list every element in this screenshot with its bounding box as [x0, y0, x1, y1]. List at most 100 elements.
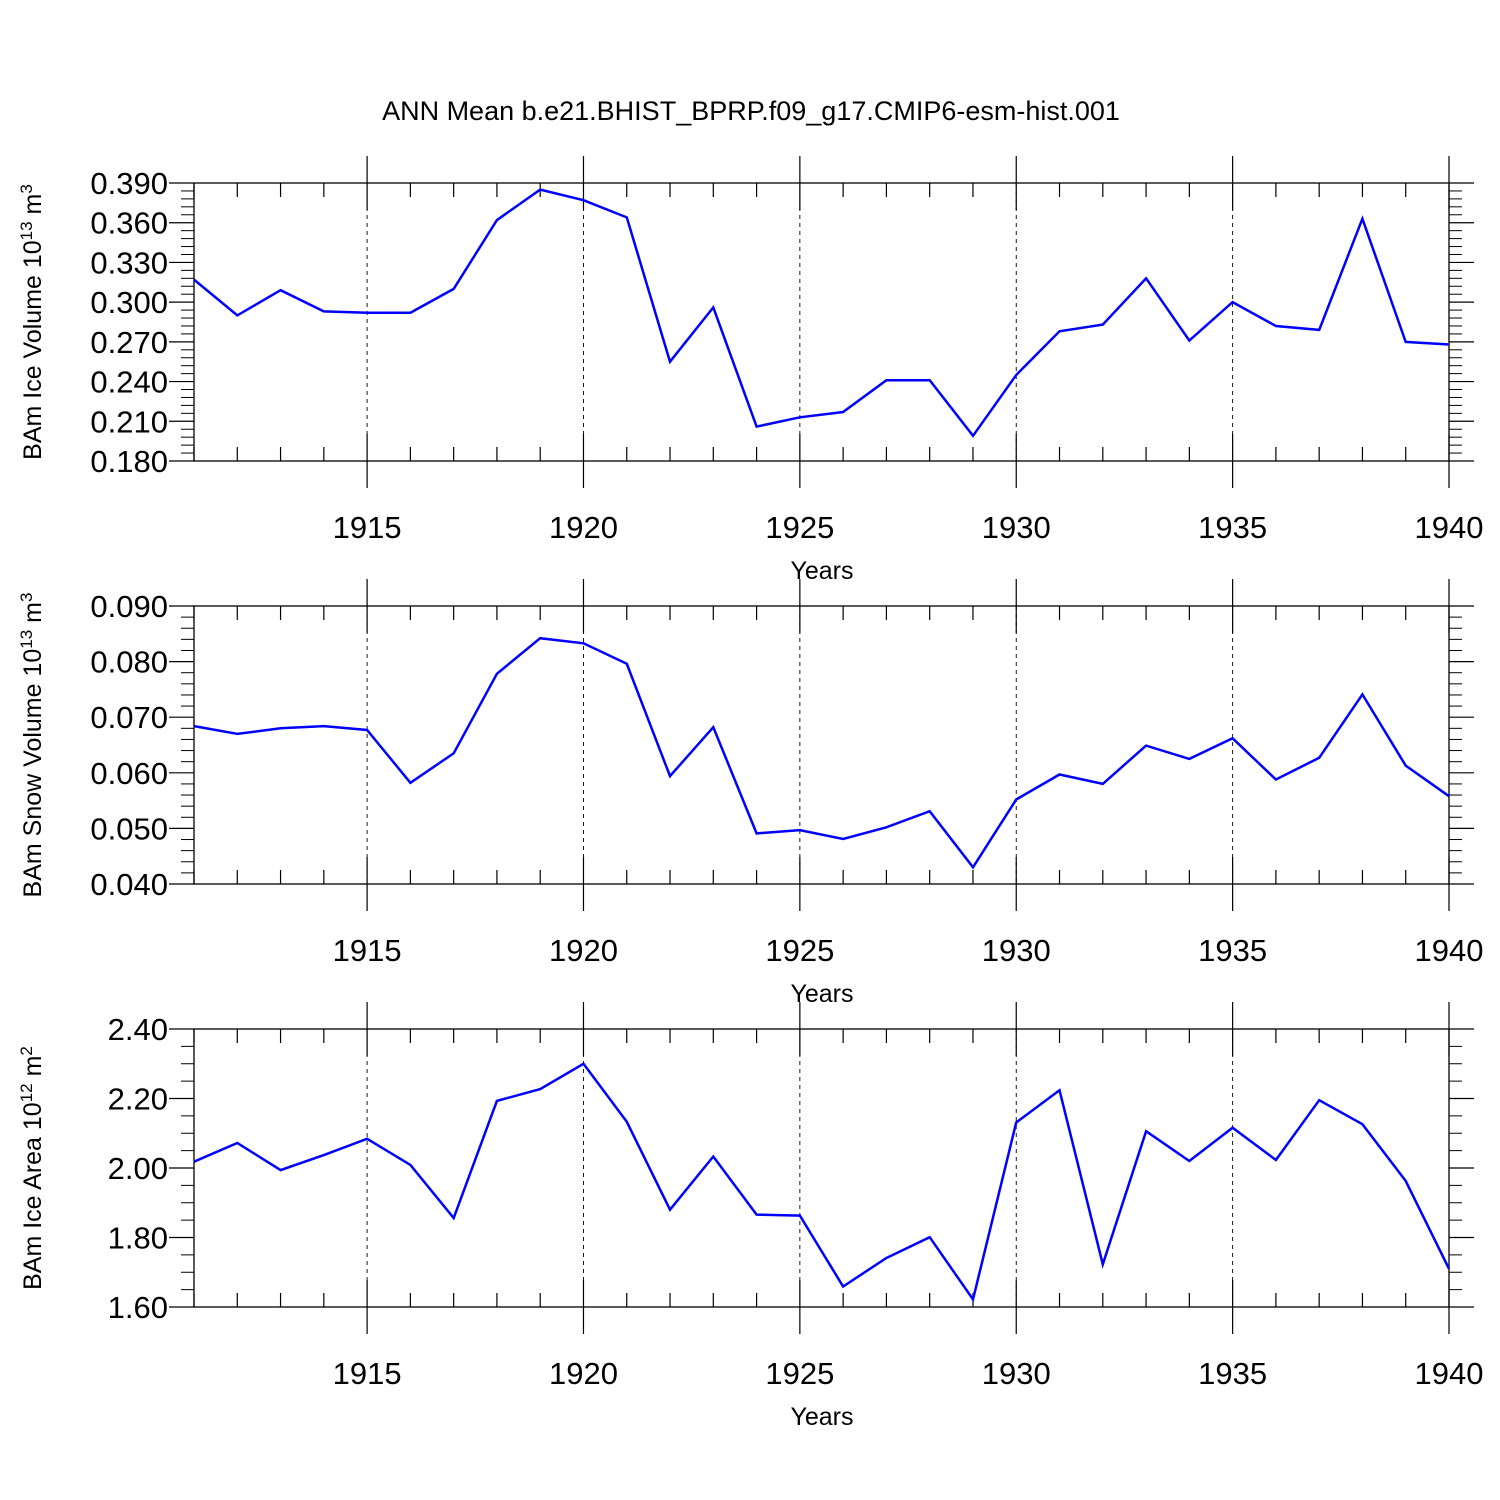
data-point — [885, 1257, 887, 1259]
data-line — [193, 188, 1450, 438]
data-point — [1188, 758, 1190, 760]
data-point — [1188, 1160, 1190, 1162]
data-point — [453, 288, 455, 290]
plot-frame — [193, 1028, 1450, 1308]
x-axis-label: Years — [790, 557, 853, 585]
data-point — [972, 1298, 974, 1300]
x-tick-label: 1930 — [982, 1356, 1051, 1391]
data-point — [1405, 765, 1407, 767]
data-point — [1059, 773, 1061, 775]
data-point — [929, 379, 931, 381]
data-point — [1405, 341, 1407, 343]
plot-frame — [193, 605, 1450, 885]
data-point — [1361, 1123, 1363, 1125]
data-point — [1275, 325, 1277, 327]
data-point — [1102, 1263, 1104, 1265]
data-point — [453, 752, 455, 754]
data-point — [1405, 1180, 1407, 1182]
data-point — [582, 642, 584, 644]
data-point — [1145, 1130, 1147, 1132]
x-tick-label: 1930 — [982, 510, 1051, 545]
data-point — [1318, 1099, 1320, 1101]
data-point — [1102, 783, 1104, 785]
x-tick-label: 1915 — [333, 1356, 402, 1391]
x-tick-label: 1925 — [765, 510, 834, 545]
data-point — [756, 832, 758, 834]
data-point — [929, 810, 931, 812]
data-point — [842, 838, 844, 840]
x-tick-label: 1940 — [1415, 933, 1484, 968]
data-point — [1188, 340, 1190, 342]
data-point — [1059, 330, 1061, 332]
data-point — [236, 733, 238, 735]
data-point — [539, 189, 541, 191]
data-point — [366, 729, 368, 731]
data-point — [409, 1164, 411, 1166]
data-point — [1232, 1127, 1234, 1129]
x-tick-label: 1915 — [333, 933, 402, 968]
data-point — [712, 726, 714, 728]
data-point — [929, 1236, 931, 1238]
data-point — [1232, 301, 1234, 303]
y-tick-label: 0.360 — [90, 206, 168, 241]
data-point — [1015, 374, 1017, 376]
data-point — [193, 725, 195, 727]
y-tick-label: 0.180 — [90, 444, 168, 479]
y-axis-label: BAm Ice Volume 1013 m3 — [17, 184, 48, 460]
data-point — [885, 826, 887, 828]
data-point — [799, 416, 801, 418]
x-tick-label: 1940 — [1415, 510, 1484, 545]
data-point — [669, 361, 671, 363]
x-tick-label: 1940 — [1415, 1356, 1484, 1391]
data-point — [323, 1154, 325, 1156]
y-tick-label: 0.060 — [90, 756, 168, 791]
data-point — [280, 1169, 282, 1171]
y-tick-label: 0.300 — [90, 285, 168, 320]
panel-ice-area: 1.60 1.80 2.00 2.20 2.40 1915 1920 1925 1930 1935… — [17, 1002, 1484, 1431]
data-point — [885, 379, 887, 381]
y-tick-label: 0.330 — [90, 245, 168, 280]
data-point — [323, 725, 325, 727]
data-point — [323, 310, 325, 312]
data-point — [842, 1285, 844, 1287]
data-line — [193, 1062, 1451, 1303]
data-point — [280, 289, 282, 291]
data-point — [712, 1156, 714, 1158]
data-point — [756, 426, 758, 428]
data-point — [1448, 344, 1450, 346]
data-point — [1448, 1268, 1450, 1270]
y-tick-label: 2.20 — [108, 1082, 168, 1117]
x-tick-label: 1920 — [549, 933, 618, 968]
y-tick-label: 0.090 — [90, 589, 168, 624]
data-point — [1361, 693, 1363, 695]
data-point — [280, 727, 282, 729]
y-tick-label: 2.00 — [108, 1151, 168, 1186]
data-point — [409, 312, 411, 314]
data-point — [1145, 277, 1147, 279]
data-point — [626, 663, 628, 665]
data-point — [236, 314, 238, 316]
data-point — [1318, 757, 1320, 759]
data-point — [756, 1214, 758, 1216]
x-tick-label: 1925 — [765, 1356, 834, 1391]
x-tick-label: 1920 — [549, 510, 618, 545]
data-point — [193, 279, 195, 281]
data-point — [1361, 218, 1363, 220]
y-tick-label: 1.60 — [108, 1290, 168, 1325]
data-point — [496, 673, 498, 675]
data-point — [972, 435, 974, 437]
data-line — [193, 636, 1450, 870]
panel-ice-volume: 0.180 0.210 0.240 0.270 0.300 0.330 0.360 0.390… — [17, 156, 1484, 585]
data-point — [799, 1215, 801, 1217]
data-point — [1448, 795, 1450, 797]
y-tick-label: 0.270 — [90, 325, 168, 360]
y-tick-label: 2.40 — [108, 1012, 168, 1047]
data-point — [1102, 324, 1104, 326]
x-tick-label: 1920 — [549, 1356, 618, 1391]
data-point — [799, 829, 801, 831]
data-point — [582, 1063, 584, 1065]
data-point — [1275, 1159, 1277, 1161]
x-tick-label: 1930 — [982, 933, 1051, 968]
y-tick-label: 0.040 — [90, 867, 168, 902]
